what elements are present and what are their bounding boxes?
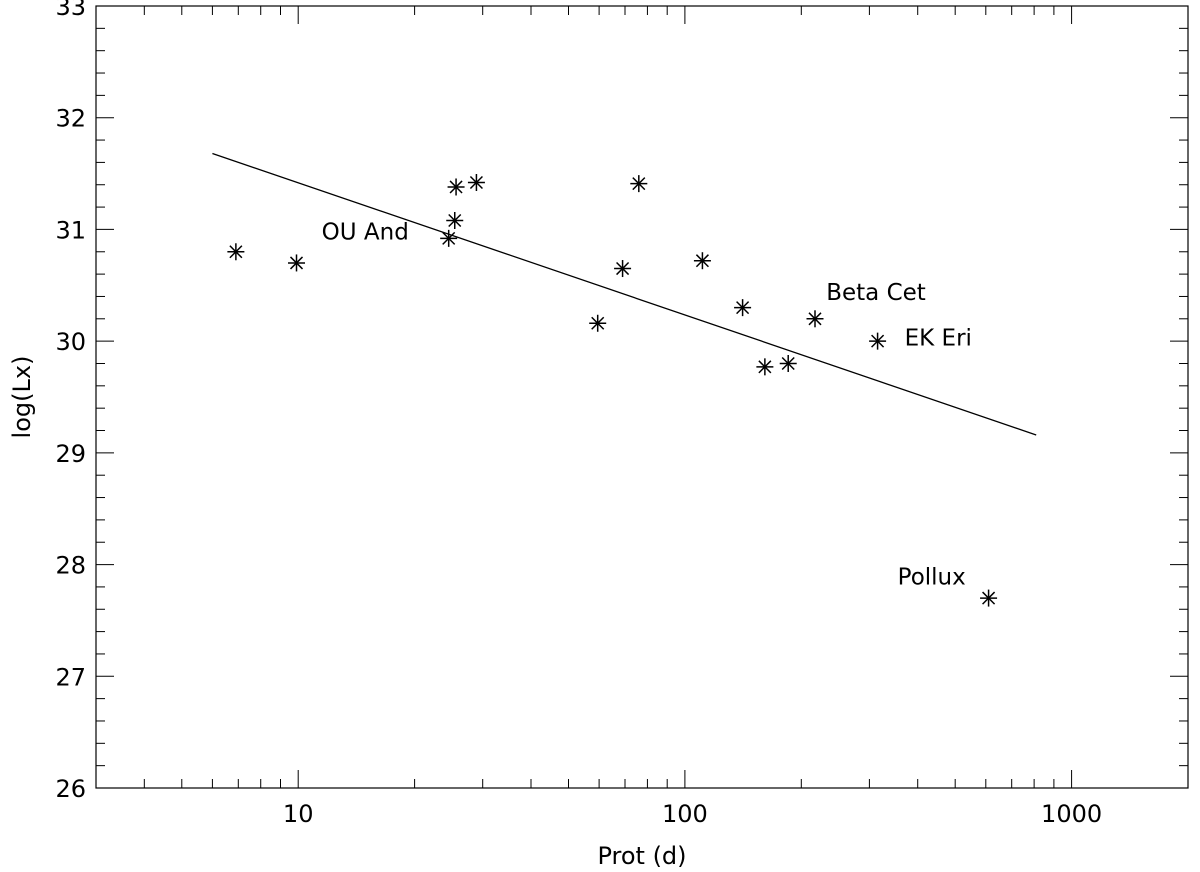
data-point [779, 354, 797, 372]
plot-frame [95, 5, 1189, 789]
annotations: OU And Beta Cet EK Eri Pollux [322, 219, 972, 590]
fit-line [212, 152, 1037, 436]
annotation-label: OU And [322, 219, 409, 245]
annotation-label: EK Eri [905, 326, 972, 352]
y-tick-label: 31 [55, 216, 86, 244]
y-tick-label: 30 [55, 328, 86, 356]
x-tick-label: 100 [662, 800, 708, 828]
x-tick-label: 10 [283, 800, 314, 828]
axis-ticks [95, 5, 1189, 789]
data-point [980, 589, 998, 607]
x-tick-label: 1000 [1041, 800, 1102, 828]
data-point [869, 332, 887, 350]
data-point [446, 211, 464, 229]
data-point [288, 254, 306, 272]
x-axis-label: Prot (d) [597, 842, 686, 870]
data-point [589, 314, 607, 332]
y-tick-label: 32 [55, 105, 86, 133]
tick-labels: 10 100 1000 26 27 28 29 30 31 32 33 [55, 0, 1102, 828]
data-point [734, 299, 752, 317]
data-point [447, 178, 465, 196]
fit-line-group [212, 152, 1037, 436]
data-point [693, 252, 711, 270]
data-point [630, 175, 648, 193]
data-point [806, 310, 824, 328]
y-tick-label: 33 [55, 0, 86, 21]
data-points [227, 174, 998, 607]
y-tick-label: 26 [55, 775, 86, 803]
y-axis-label: log(Lx) [8, 356, 36, 439]
data-point [756, 358, 774, 376]
annotation-label: Beta Cet [826, 280, 926, 306]
data-point [614, 260, 632, 278]
y-tick-label: 27 [55, 663, 86, 691]
data-point [467, 174, 485, 192]
data-point [227, 243, 245, 261]
y-tick-label: 29 [55, 440, 86, 468]
y-tick-label: 28 [55, 552, 86, 580]
annotation-label: Pollux [898, 565, 966, 591]
data-point [440, 229, 458, 247]
